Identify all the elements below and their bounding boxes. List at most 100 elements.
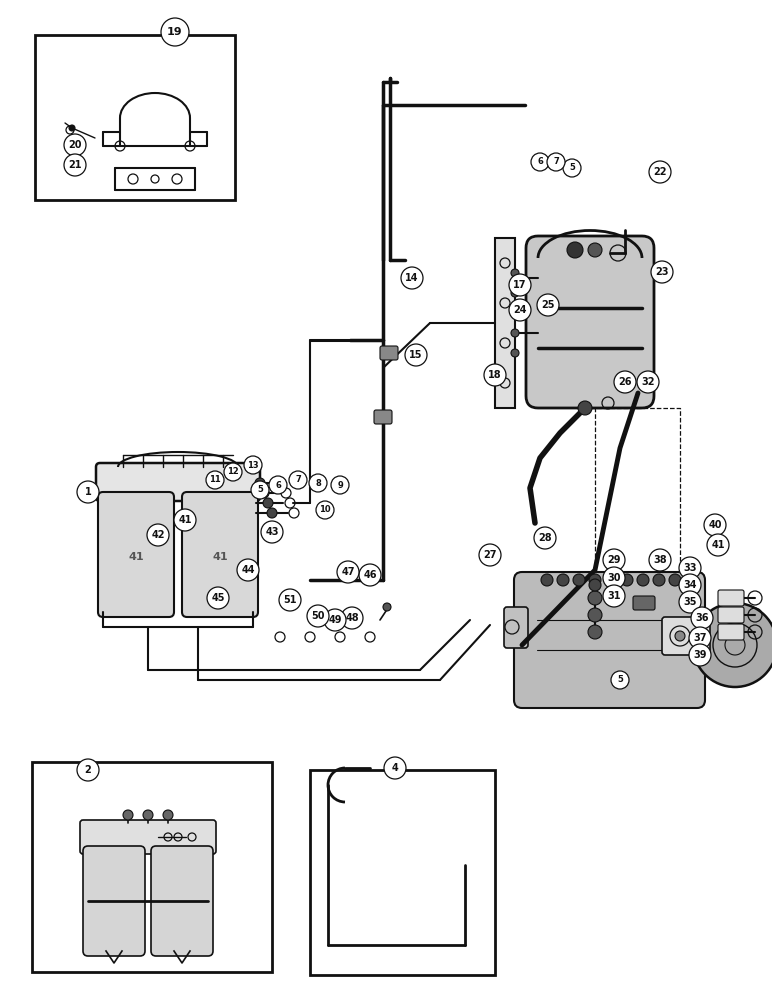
Circle shape: [263, 498, 273, 508]
Circle shape: [383, 603, 391, 611]
Circle shape: [509, 299, 531, 321]
FancyBboxPatch shape: [98, 492, 174, 617]
Text: 21: 21: [68, 160, 82, 170]
Circle shape: [511, 269, 519, 277]
Circle shape: [331, 476, 349, 494]
Circle shape: [484, 364, 506, 386]
Text: 24: 24: [513, 305, 527, 315]
Text: 43: 43: [266, 527, 279, 537]
Text: 36: 36: [696, 613, 709, 623]
Circle shape: [605, 574, 617, 586]
FancyBboxPatch shape: [182, 492, 258, 617]
Circle shape: [537, 294, 559, 316]
Circle shape: [77, 481, 99, 503]
Text: 29: 29: [608, 555, 621, 565]
Circle shape: [691, 607, 713, 629]
Circle shape: [237, 559, 259, 581]
Circle shape: [649, 161, 671, 183]
Text: 18: 18: [488, 370, 502, 380]
Circle shape: [384, 757, 406, 779]
Circle shape: [603, 585, 625, 607]
FancyBboxPatch shape: [96, 463, 260, 501]
Text: 49: 49: [328, 615, 342, 625]
Circle shape: [401, 267, 423, 289]
FancyBboxPatch shape: [633, 596, 655, 610]
FancyBboxPatch shape: [374, 410, 392, 424]
Circle shape: [637, 371, 659, 393]
Circle shape: [541, 574, 553, 586]
FancyBboxPatch shape: [718, 607, 744, 623]
Text: 4: 4: [391, 763, 398, 773]
Circle shape: [267, 508, 277, 518]
Circle shape: [679, 591, 701, 613]
Circle shape: [77, 759, 99, 781]
FancyBboxPatch shape: [662, 617, 710, 655]
Circle shape: [567, 242, 583, 258]
Text: 41: 41: [711, 540, 725, 550]
Circle shape: [309, 474, 327, 492]
Circle shape: [704, 514, 726, 536]
Text: 47: 47: [341, 567, 355, 577]
Circle shape: [588, 591, 602, 605]
FancyBboxPatch shape: [514, 572, 705, 708]
Circle shape: [588, 608, 602, 622]
Circle shape: [255, 478, 265, 488]
Text: 20: 20: [68, 140, 82, 150]
Circle shape: [207, 587, 229, 609]
Text: 5: 5: [569, 163, 575, 172]
Text: 32: 32: [642, 377, 655, 387]
Circle shape: [603, 567, 625, 589]
Text: 13: 13: [247, 460, 259, 470]
Text: 45: 45: [212, 593, 225, 603]
FancyBboxPatch shape: [151, 846, 213, 956]
Text: 34: 34: [683, 580, 697, 590]
Text: 41: 41: [212, 552, 228, 562]
Circle shape: [651, 261, 673, 283]
Bar: [35, 35, 235, 200]
Circle shape: [324, 609, 346, 631]
Bar: [495, 238, 515, 408]
Circle shape: [578, 401, 592, 415]
Circle shape: [557, 574, 569, 586]
Circle shape: [244, 456, 262, 474]
Text: 6: 6: [275, 481, 281, 489]
FancyBboxPatch shape: [718, 624, 744, 640]
FancyBboxPatch shape: [380, 346, 398, 360]
Text: 31: 31: [608, 591, 621, 601]
Text: 44: 44: [241, 565, 255, 575]
Bar: [310, 770, 495, 975]
Circle shape: [307, 605, 329, 627]
Circle shape: [224, 463, 242, 481]
Text: 48: 48: [345, 613, 359, 623]
Circle shape: [259, 488, 269, 498]
Text: 27: 27: [483, 550, 496, 560]
Circle shape: [174, 509, 196, 531]
Text: 46: 46: [364, 570, 377, 580]
Text: 33: 33: [683, 563, 697, 573]
Text: 37: 37: [693, 633, 706, 643]
Circle shape: [669, 574, 681, 586]
Text: 5: 5: [257, 486, 263, 494]
Text: 50: 50: [311, 611, 325, 621]
Text: 2: 2: [85, 765, 91, 775]
Text: 51: 51: [283, 595, 296, 605]
Circle shape: [573, 574, 585, 586]
Circle shape: [511, 349, 519, 357]
Text: 26: 26: [618, 377, 631, 387]
Circle shape: [261, 521, 283, 543]
Text: 41: 41: [128, 552, 144, 562]
Circle shape: [147, 524, 169, 546]
Text: 14: 14: [405, 273, 418, 283]
Text: 39: 39: [693, 650, 706, 660]
Circle shape: [289, 471, 307, 489]
Circle shape: [679, 574, 701, 596]
Text: 9: 9: [337, 481, 343, 489]
FancyBboxPatch shape: [718, 590, 744, 606]
Circle shape: [163, 810, 173, 820]
Text: 41: 41: [178, 515, 191, 525]
Text: 42: 42: [151, 530, 164, 540]
Circle shape: [143, 810, 153, 820]
Text: 38: 38: [653, 555, 667, 565]
Text: 22: 22: [653, 167, 667, 177]
Circle shape: [531, 153, 549, 171]
